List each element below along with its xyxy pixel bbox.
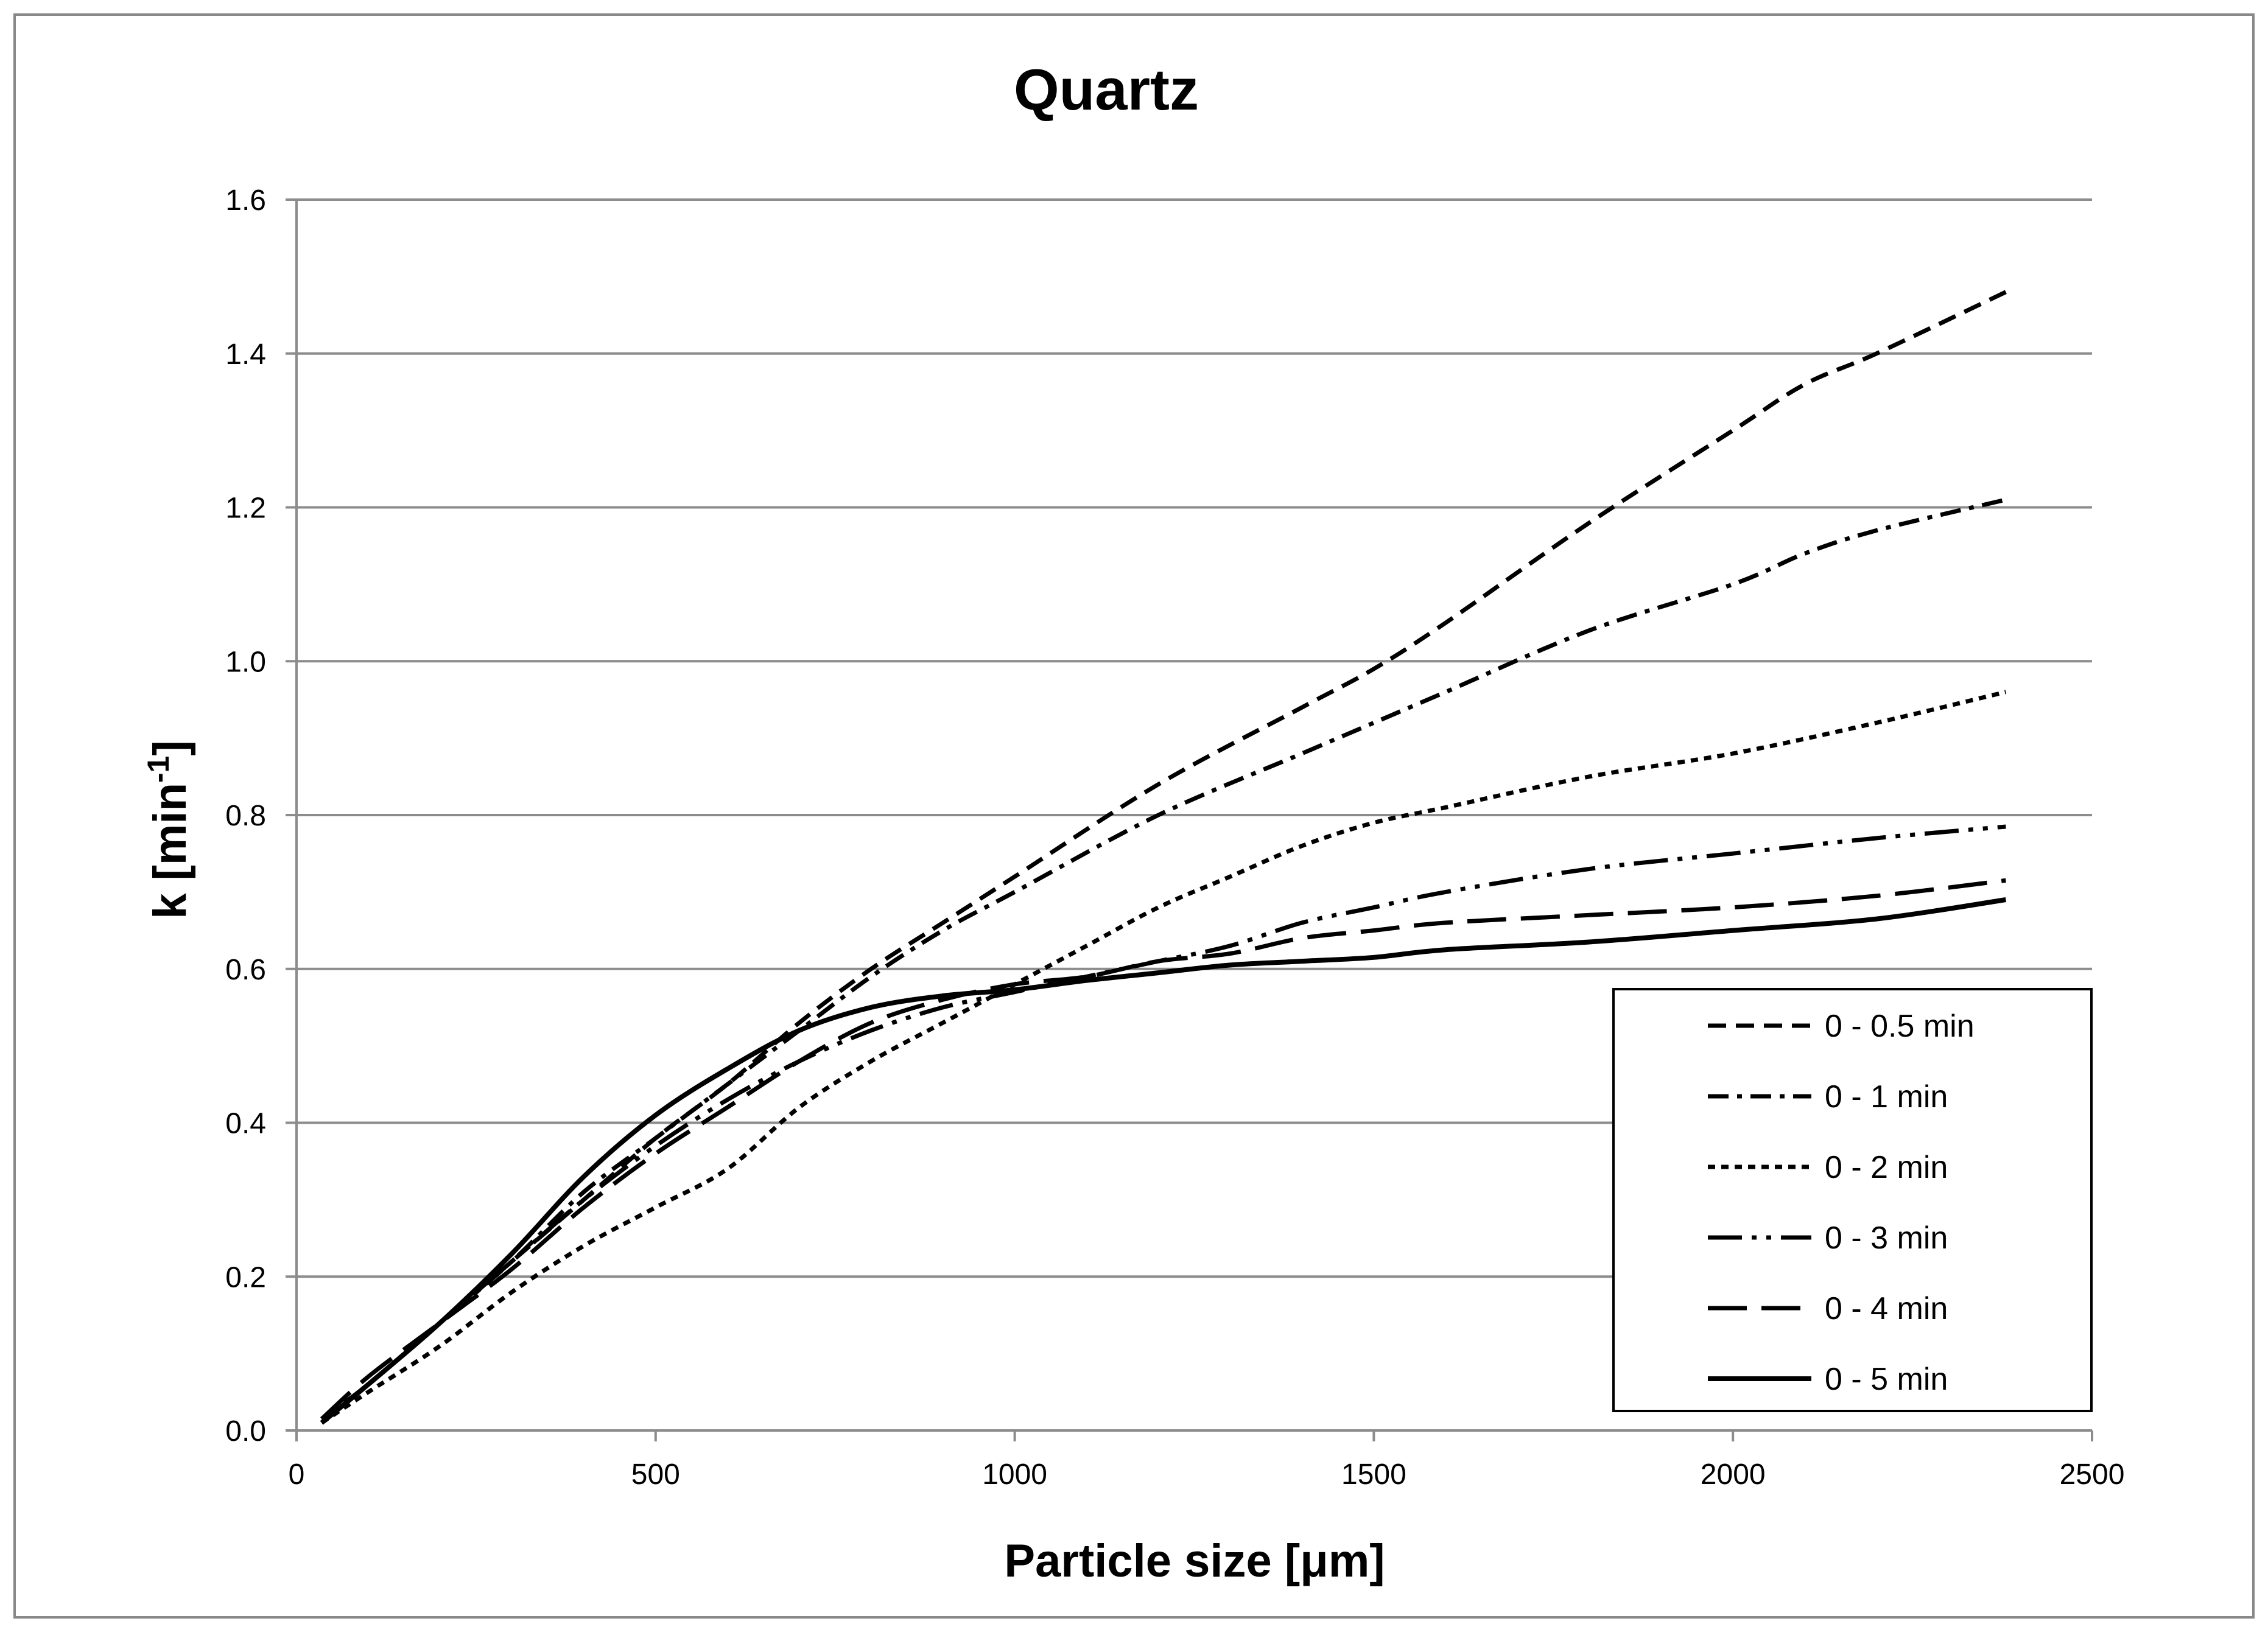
y-tick-label: 1.2 <box>225 492 266 525</box>
legend-label-1: 0 - 0.5 min <box>1825 1009 1975 1044</box>
x-tick-label: 1000 <box>982 1458 1047 1491</box>
x-axis-title: Particle size [μm] <box>1004 1535 1385 1587</box>
y-tick-label: 1.4 <box>225 338 266 371</box>
y-tick-label: 0.8 <box>225 800 266 832</box>
y-tick-label: 0.0 <box>225 1415 266 1448</box>
chart-title: Quartz <box>1014 57 1199 122</box>
y-tick-label: 0.6 <box>225 954 266 986</box>
y-tick-label: 1.6 <box>225 184 266 217</box>
y-axis-title-main: k [min <box>144 783 196 919</box>
x-tick-label: 0 <box>289 1458 305 1491</box>
x-tick-label: 500 <box>631 1458 680 1491</box>
series-line-6 <box>320 897 2006 1425</box>
series-line-3 <box>320 690 2007 1425</box>
x-tick-label: 2000 <box>1701 1458 1766 1491</box>
series-line-5 <box>320 878 2006 1421</box>
axes <box>286 198 2093 1441</box>
legend-items: 0 - 0.5 min 0 - 1 min 0 - 2 min 0 - 3 min 0 … <box>1708 1009 1975 1397</box>
legend-box <box>1612 988 2093 1412</box>
series-line-2 <box>320 497 2007 1421</box>
y-axis-title-superscript: -1 <box>141 756 175 783</box>
x-tick-label: 1500 <box>1341 1458 1406 1491</box>
y-axis-title-suffix: ] <box>144 740 196 755</box>
legend: 0 - 0.5 min 0 - 1 min 0 - 2 min 0 - 3 min 0 … <box>1612 988 2093 1412</box>
y-tick-label: 0.4 <box>225 1108 266 1140</box>
legend-label-3: 0 - 2 min <box>1825 1150 1948 1185</box>
legend-label-6: 0 - 5 min <box>1825 1362 1948 1397</box>
tick-labels: 0.0 0.2 0.4 0.6 0.8 1.0 1.2 1.4 1.6 0 500 1000 1500 2… <box>225 184 2124 1491</box>
x-tick-label: 2500 <box>2060 1458 2125 1491</box>
legend-label-2: 0 - 1 min <box>1825 1079 1948 1115</box>
legend-label-5: 0 - 4 min <box>1825 1291 1948 1326</box>
y-axis-title: k [min-1] <box>141 740 196 919</box>
legend-label-4: 0 - 3 min <box>1825 1220 1948 1256</box>
series-lines <box>320 290 2007 1425</box>
y-tick-label: 1.0 <box>225 646 266 678</box>
y-tick-label: 0.2 <box>225 1261 266 1294</box>
